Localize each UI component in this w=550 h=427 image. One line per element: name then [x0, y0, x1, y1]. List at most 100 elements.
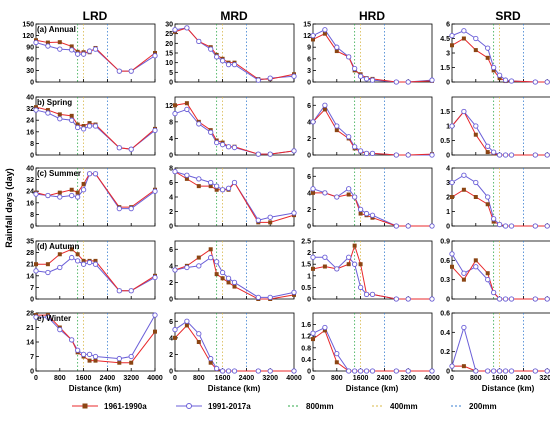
y-tick-label: 20: [165, 41, 173, 48]
y-tick-label: 0: [446, 80, 450, 87]
point-1991-2017a: [69, 337, 75, 343]
point-1991-2017a: [75, 194, 81, 200]
series-line-1961-1990a: [451, 110, 550, 156]
y-tick-label: 2: [169, 352, 173, 359]
point-1991-2017a: [357, 148, 364, 154]
series-line-1991-2017a: [312, 29, 433, 83]
point-1991-2017a: [184, 318, 190, 324]
point-1991-2017a: [184, 25, 190, 31]
panel-a-annual-srd: 0 1.5 3 4.5 6: [440, 22, 550, 87]
point-1991-2017a: [369, 77, 376, 83]
point-1991-2017a: [86, 351, 93, 358]
point-1991-2017a: [225, 185, 232, 191]
x-axis-label-lrd: Distance (km): [69, 384, 122, 393]
point-1991-2017a: [219, 187, 226, 193]
point-1991-2017a: [393, 79, 399, 85]
y-tick-label: 0.4: [440, 330, 450, 337]
point-1991-2017a: [152, 312, 158, 318]
y-tick-label: 35: [26, 239, 34, 246]
y-tick-label: 7: [30, 354, 34, 361]
point-1991-2017a: [334, 350, 340, 357]
y-tick-label: 0: [446, 224, 450, 231]
point-1991-2017a: [33, 191, 39, 197]
point-1991-2017a: [429, 152, 435, 158]
legend-label-200mm: 200mm: [469, 402, 497, 411]
point-1991-2017a: [116, 355, 122, 362]
y-tick-label: 14: [26, 273, 34, 280]
point-1961-1990a: [473, 258, 478, 263]
point-1991-2017a: [393, 223, 399, 229]
y-tick-label: 150: [22, 22, 34, 29]
x-axis-label-mrd: Distance (km): [208, 384, 261, 393]
point-1991-2017a: [346, 254, 352, 260]
x-tick-label: 3200: [400, 375, 416, 382]
point-1991-2017a: [461, 108, 467, 115]
point-1961-1990a: [87, 121, 92, 126]
point-1961-1990a: [184, 176, 189, 181]
x-axis-label-hrd: Distance (km): [346, 384, 399, 393]
point-1991-2017a: [461, 324, 467, 331]
point-1961-1990a: [311, 266, 315, 271]
point-1961-1990a: [57, 190, 62, 195]
point-1961-1990a: [69, 113, 74, 118]
point-1991-2017a: [116, 145, 122, 151]
y-tick-label: 4.5: [440, 36, 450, 43]
point-1991-2017a: [363, 291, 370, 298]
x-tick-label: 1600: [353, 375, 369, 382]
panel-frame: [174, 23, 295, 83]
y-tick-label: 16: [26, 129, 34, 136]
point-1991-2017a: [57, 46, 63, 52]
point-1991-2017a: [405, 223, 411, 229]
point-1961-1990a: [69, 44, 74, 49]
point-1991-2017a: [213, 365, 220, 372]
y-tick-label: 0: [446, 153, 450, 160]
y-tick-label: 9: [307, 45, 311, 52]
point-1991-2017a: [508, 152, 515, 158]
point-1961-1990a: [45, 108, 50, 113]
x-tick-label: 800: [54, 375, 66, 382]
point-1991-2017a: [86, 123, 93, 129]
panel-e-winter-lrd: 0 7 14 21 28 0 800 1600 2400 3200 4000 e) Winter: [26, 311, 163, 383]
panel-frame: [451, 312, 550, 372]
panel-d-autumn-lrd: 0 7 14 21 28 35 (d) Autumn: [26, 239, 158, 304]
x-tick-label: 0: [311, 375, 315, 382]
panel-frame: [451, 96, 550, 156]
point-1961-1990a: [34, 105, 38, 110]
series-line-1961-1990a: [451, 259, 550, 300]
point-1961-1990a: [81, 181, 86, 186]
panel-c-summer-srd: 0 1 2 3 4: [446, 166, 550, 231]
series-line-1961-1990a: [312, 33, 433, 83]
point-1991-2017a: [369, 150, 376, 156]
point-1991-2017a: [219, 269, 226, 276]
point-1961-1990a: [226, 280, 231, 285]
point-1961-1990a: [450, 195, 454, 199]
point-1991-2017a: [255, 151, 261, 157]
point-1991-2017a: [544, 296, 550, 302]
y-tick-label: 0: [30, 369, 34, 376]
point-1991-2017a: [490, 368, 497, 374]
point-1991-2017a: [346, 54, 352, 60]
point-1991-2017a: [485, 143, 491, 149]
point-1991-2017a: [231, 61, 238, 68]
point-1991-2017a: [405, 296, 411, 302]
point-1991-2017a: [449, 251, 455, 257]
point-1991-2017a: [213, 54, 220, 60]
point-1991-2017a: [429, 368, 435, 374]
panel-a-annual-hrd: 0 3 6 9 12 15: [303, 22, 435, 87]
point-1991-2017a: [449, 123, 455, 129]
point-1991-2017a: [485, 194, 491, 200]
point-1991-2017a: [45, 314, 51, 320]
point-1991-2017a: [393, 152, 399, 158]
point-1991-2017a: [502, 152, 509, 158]
point-1991-2017a: [128, 146, 134, 152]
point-1991-2017a: [496, 221, 503, 228]
point-1961-1990a: [208, 360, 213, 365]
point-1991-2017a: [473, 264, 479, 270]
point-1991-2017a: [69, 47, 75, 53]
point-1961-1990a: [173, 103, 177, 108]
series-line-1961-1990a: [35, 173, 156, 208]
point-1961-1990a: [75, 252, 80, 257]
panel-row-label: e) Winter: [37, 314, 71, 323]
point-1991-2017a: [496, 296, 503, 302]
y-tick-label: 15: [165, 51, 173, 58]
